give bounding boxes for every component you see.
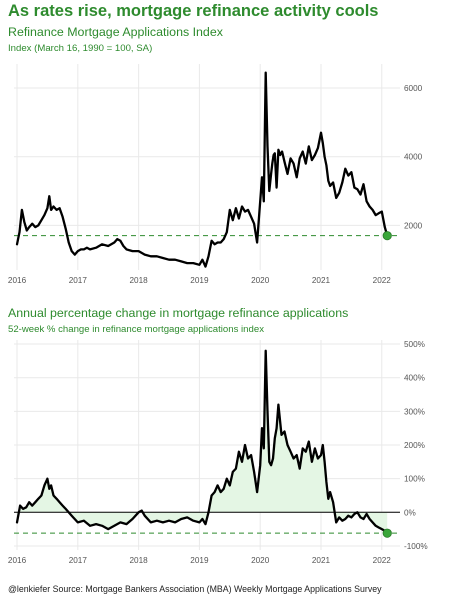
panel2-subtitle: Annual percentage change in mortgage ref… bbox=[8, 306, 349, 320]
panel1-unit-note: Index (March 16, 1990 = 100, SA) bbox=[8, 43, 153, 54]
chart0-ytick-label: 4000 bbox=[404, 153, 423, 162]
chart0-xtick-label: 2016 bbox=[8, 276, 27, 285]
chart1-area-fill bbox=[17, 350, 388, 534]
chart0-xtick-label: 2020 bbox=[251, 276, 270, 285]
chart1-ytick-label: 400% bbox=[404, 374, 425, 383]
chart1-xtick-label: 2021 bbox=[312, 556, 331, 565]
chart0-xtick-label: 2017 bbox=[69, 276, 88, 285]
chart1-ytick-label: 300% bbox=[404, 407, 425, 416]
chart1-ytick-label: 0% bbox=[404, 508, 416, 517]
chart0-last-point-marker bbox=[382, 231, 392, 241]
chart1-last-point-marker bbox=[382, 528, 392, 538]
panel2-unit-note: 52-week % change in refinance mortgage a… bbox=[8, 324, 264, 335]
chart0-ytick-label: 2000 bbox=[404, 221, 423, 230]
chart1-ytick-label: -100% bbox=[404, 542, 428, 551]
chart1-ytick-label: 200% bbox=[404, 441, 425, 450]
chart1-ytick-label: 500% bbox=[404, 340, 425, 349]
panel1-subtitle: Refinance Mortgage Applications Index bbox=[8, 25, 223, 39]
chart1-xtick-label: 2017 bbox=[69, 556, 88, 565]
chart0-ytick-label: 6000 bbox=[404, 84, 423, 93]
chart-title: As rates rise, mortgage refinance activi… bbox=[8, 2, 379, 20]
chart0-xtick-label: 2018 bbox=[130, 276, 149, 285]
chart1-xtick-label: 2020 bbox=[251, 556, 270, 565]
chart1-xtick-label: 2016 bbox=[8, 556, 27, 565]
chart0-xtick-label: 2022 bbox=[373, 276, 392, 285]
chart1-ytick-label: 100% bbox=[404, 475, 425, 484]
source-caption: @lenkiefer Source: Mortgage Bankers Asso… bbox=[8, 584, 382, 594]
chart1-xtick-label: 2022 bbox=[373, 556, 392, 565]
chart0-xtick-label: 2021 bbox=[312, 276, 331, 285]
chart0-xtick-label: 2019 bbox=[190, 276, 209, 285]
refinance-index-chart: 2000 4000 6000 2016 2017 2018 2019 2020 2021 2022 bbox=[8, 64, 423, 285]
annual-change-chart: -100% 0% 100% 200% 300% 400% 500% 2016 2017 2018 2… bbox=[8, 340, 428, 565]
chart0-series-line bbox=[15, 71, 389, 268]
chart1-xtick-label: 2018 bbox=[130, 556, 149, 565]
chart1-xtick-label: 2019 bbox=[190, 556, 209, 565]
chart1-series-line bbox=[15, 349, 389, 535]
